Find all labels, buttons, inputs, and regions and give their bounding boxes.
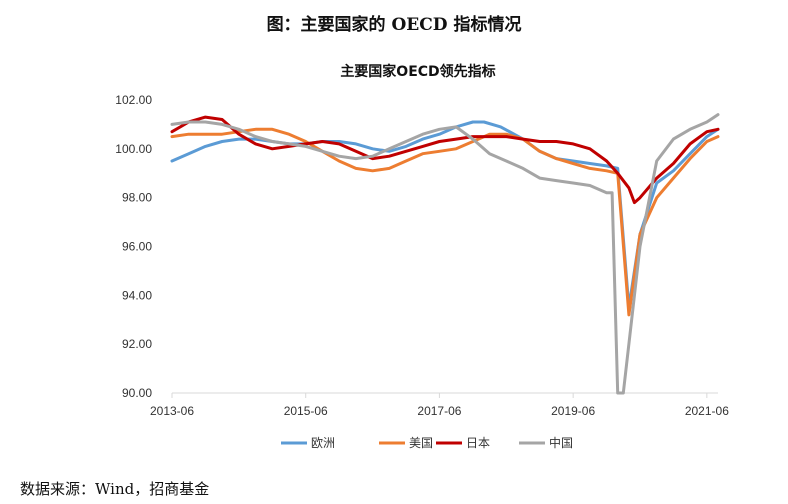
legend-item: 美国 [379,436,433,450]
y-tick-label: 92.00 [122,337,152,351]
y-tick-label: 100.00 [115,142,152,156]
line-chart: 主要国家OECD领先指标 90.00 92.00 94.00 96.00 98.00 10… [115,63,729,450]
x-tick-label: 2015-06 [284,404,328,418]
series-line-美国 [170,127,720,317]
legend-label: 中国 [549,435,573,450]
x-tick-label: 2021-06 [685,404,729,418]
y-tick-label: 98.00 [122,191,152,205]
x-tick-label: 2013-06 [150,404,194,418]
series-layer [170,113,720,395]
x-axis: 2013-06 2015-06 2017-06 2019-06 2021-06 [150,392,729,418]
legend-label: 欧洲 [311,436,335,450]
figure-title: 图：主要国家的 OECD 指标情况 [266,15,522,35]
legend-item: 欧洲 [281,436,335,450]
y-axis: 90.00 92.00 94.00 96.00 98.00 100.00 102.00 [115,93,152,400]
source-note: 数据来源：Wind，招商基金 [20,480,210,498]
chart-title: 主要国家OECD领先指标 [340,63,495,80]
legend-item: 中国 [519,435,573,450]
x-tick-label: 2019-06 [551,404,595,418]
legend-label: 美国 [409,436,433,450]
y-tick-label: 90.00 [122,386,152,400]
series-line-中国 [170,113,720,395]
x-tick-label: 2017-06 [417,404,461,418]
series-line-日本 [170,115,720,205]
y-tick-label: 102.00 [115,93,152,107]
legend-item: 日本 [436,436,490,450]
y-tick-label: 96.00 [122,240,152,254]
legend-label: 日本 [466,436,490,450]
y-tick-label: 94.00 [122,288,152,302]
legend: 欧洲 美国 日本 中国 [281,435,573,450]
